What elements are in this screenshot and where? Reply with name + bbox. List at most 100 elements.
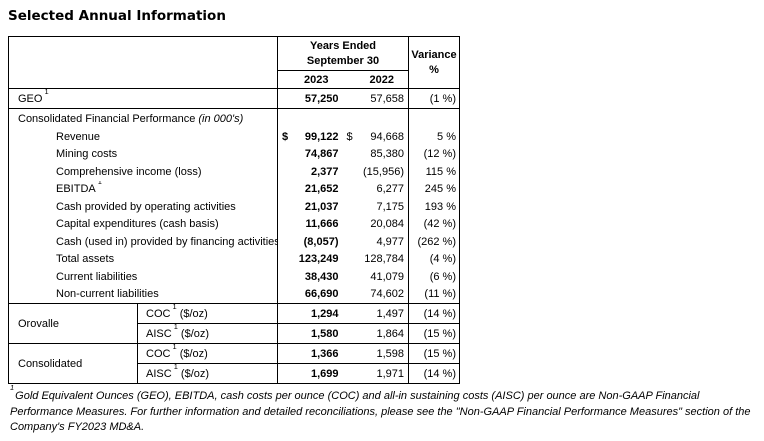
row-label: Revenue (56, 130, 101, 143)
value-2023: 2,377 (277, 163, 343, 181)
variance-value: (4 %) (408, 250, 460, 268)
row-label: Current liabilities (56, 270, 138, 283)
group-label: Orovalle (8, 303, 138, 344)
row-label: Comprehensive income (loss) (56, 165, 202, 178)
value-2022: 74,602 (342, 285, 409, 304)
row-label: Cash provided by operating activities (56, 200, 236, 213)
value-2022: 128,784 (364, 253, 404, 266)
variance-value: (14 %) (408, 303, 460, 324)
cost-row: Consolidated COC1 ($/oz) 1,366 1,598 (15… (9, 343, 460, 370)
variance-header-line1: Variance (411, 48, 457, 61)
cost-row: AISC1 ($/oz) 1,580 1,864 (15 %) (9, 323, 460, 344)
metric-unit: ($/oz) (180, 367, 210, 380)
currency-symbol: $ (346, 130, 353, 143)
footnote-marker: 1 (172, 343, 177, 351)
value-2022: 7,175 (376, 200, 404, 213)
header-row-1: Years Ended September 30 Variance % (8, 36, 460, 89)
page-title: Selected Annual Information (8, 8, 226, 24)
variance-value: (6 %) (408, 268, 460, 286)
section-header-note: (in 000's) (198, 112, 244, 125)
variance-header-line2: % (429, 63, 439, 76)
table-row: Non-current liabilities 66,690 74,602 (1… (8, 285, 460, 304)
value-2022: 6,277 (376, 183, 404, 196)
row-label: Total assets (56, 253, 115, 266)
value-2022: 57,658 (342, 88, 409, 109)
header-empty-cell (8, 36, 278, 89)
table-row: Comprehensive income (loss) 2,377 (15,95… (9, 163, 460, 181)
value-2022: 1,864 (342, 323, 409, 344)
row-label: GEO1 (8, 88, 278, 109)
year-2022-header: 2022 (342, 70, 409, 89)
row-label: Capital expenditures (cash basis) (56, 218, 219, 231)
value-2022: $94,668 (346, 130, 405, 143)
footnote-marker: 1 (44, 88, 49, 96)
row-label: Cash (used in) provided by financing act… (56, 235, 278, 248)
years-ended-line1: Years Ended (309, 39, 377, 52)
metric-label: COC1 ($/oz) (137, 303, 278, 324)
row-label: Non-current liabilities (8, 285, 278, 304)
footnote-marker: 1 (173, 363, 178, 371)
year-2023-header: 2023 (277, 70, 343, 89)
row-label: Mining costs (56, 148, 118, 161)
metric-unit: ($/oz) (180, 327, 210, 340)
value-2023: 1,699 (277, 363, 343, 384)
currency-symbol: $ (282, 130, 289, 143)
years-ended-header: Years Ended September 30 (277, 36, 409, 71)
value-2023: 123,249 (277, 250, 343, 268)
metric-label: AISC1 ($/oz) (137, 363, 278, 384)
value-2022: 4,977 (376, 235, 404, 248)
variance-value: 115 % (408, 163, 460, 181)
value-2022: 1,971 (376, 367, 404, 380)
variance-value: (14 %) (408, 363, 460, 384)
value-2023: 74,867 (277, 145, 343, 163)
metric-unit: ($/oz) (179, 347, 208, 360)
value-2022: 1,497 (342, 303, 409, 324)
years-ended-line2: September 30 (306, 54, 380, 67)
table-row: EBITDA1 21,652 6,277 245 % (9, 180, 460, 198)
table-row: Current liabilities 38,430 41,079 (6 %) (9, 268, 460, 286)
footnote-marker: 1 (173, 323, 178, 331)
value-2023: 66,690 (277, 285, 343, 304)
value-2023: 38,430 (277, 268, 343, 286)
value-2023: 21,037 (277, 198, 343, 216)
footnote-marker: 1 (97, 180, 102, 187)
variance-value: 193 % (408, 198, 460, 216)
variance-header: Variance % (408, 36, 460, 89)
metric-unit: ($/oz) (179, 307, 208, 320)
metric-label: COC1 ($/oz) (137, 343, 278, 364)
table-row: Capital expenditures (cash basis) 11,666… (9, 215, 460, 233)
variance-value: (15 %) (408, 323, 460, 344)
table-row: Revenue $99,122 $94,668 5 % (9, 128, 460, 146)
variance-value: (12 %) (408, 145, 460, 163)
footnote-marker: 1 (10, 383, 15, 392)
footnote: 1Gold Equivalent Ounces (GEO), EBITDA, c… (10, 384, 752, 436)
cost-row: AISC1 ($/oz) 1,699 1,971 (14 %) (9, 363, 460, 384)
value-2023: 21,652 (277, 180, 343, 198)
table-row: Mining costs 74,867 85,380 (12 %) (9, 145, 460, 163)
group-label: Consolidated (18, 357, 83, 370)
value-2023: $99,122 (277, 128, 343, 146)
variance-value: 245 % (408, 180, 460, 198)
value-2023: 57,250 (277, 88, 343, 109)
value-2023: (8,057) (277, 233, 343, 251)
value-2023: 11,666 (277, 215, 343, 233)
value-2023: 1,294 (277, 303, 343, 324)
variance-value: (15 %) (408, 343, 460, 364)
annual-info-table: Years Ended September 30 Variance % 2023… (8, 36, 460, 384)
table-row: Total assets 123,249 128,784 (4 %) (9, 250, 460, 268)
metric-label: AISC1 ($/oz) (137, 323, 278, 344)
variance-value: 5 % (408, 128, 460, 146)
value-2022: (15,956) (363, 165, 404, 178)
variance-value: (262 %) (408, 233, 460, 251)
value-2022: 20,084 (370, 218, 404, 231)
section-header-label: Consolidated Financial Performance (in 0… (18, 112, 244, 125)
value-2022: 85,380 (370, 148, 404, 161)
variance-value: (1 %) (408, 88, 460, 109)
table-row: Cash provided by operating activities 21… (9, 198, 460, 216)
variance-value: (11 %) (408, 285, 460, 304)
value-2023: 1,580 (277, 323, 343, 344)
value-2022: 41,079 (370, 270, 404, 283)
cost-row: Orovalle COC1 ($/oz) 1,294 1,497 (14 %) (8, 303, 460, 344)
variance-value: (42 %) (408, 215, 460, 233)
